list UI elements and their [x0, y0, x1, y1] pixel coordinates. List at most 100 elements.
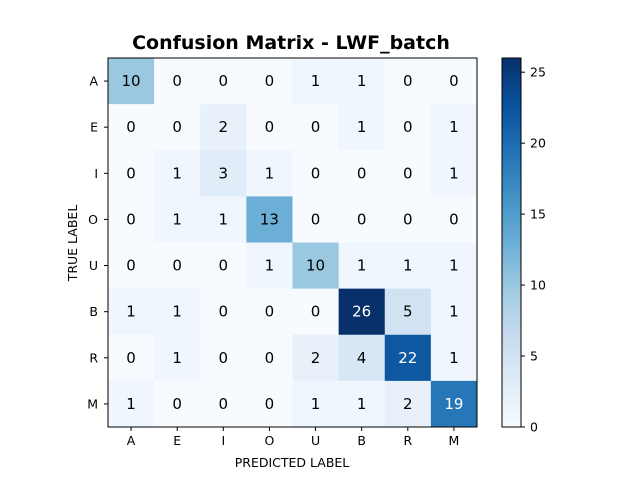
matrix-cell-R-B	[338, 334, 386, 382]
cell-value: 2	[403, 395, 413, 413]
cell-value: 1	[172, 210, 182, 228]
cell-value: 1	[311, 72, 321, 90]
matrix-cell-A-B	[338, 58, 386, 105]
cell-value: 1	[449, 303, 459, 321]
matrix-cell-M-E	[154, 380, 201, 428]
matrix-cell-U-M	[430, 242, 478, 290]
matrix-cell-A-U	[292, 58, 340, 105]
cell-value: 0	[403, 72, 413, 90]
colorbar-tick-label: 0	[530, 420, 538, 435]
cell-value: 1	[449, 118, 459, 136]
cell-value: 1	[172, 303, 182, 321]
matrix-cell-B-E	[154, 288, 201, 336]
cell-value: 0	[126, 164, 136, 182]
cell-value: 1	[172, 349, 182, 367]
cell-value: 1	[219, 210, 229, 228]
cell-value: 1	[126, 303, 136, 321]
x-tick-label: I	[221, 433, 225, 448]
matrix-cell-I-I	[200, 150, 247, 197]
matrix-cell-U-R	[384, 242, 432, 290]
cell-value: 4	[357, 349, 367, 367]
matrix-cell-A-O	[246, 58, 293, 105]
matrix-cell-I-E	[154, 150, 201, 197]
matrix-cell-labels: 10 0 0 0 1 1 0 00 0 2 0 0 1 0 10 1 3 1 0 0 0 10 1 1 13 0 0 0 00 0 0 1 10…	[122, 72, 464, 413]
matrix-cell-E-A	[108, 104, 155, 151]
y-tick-label: R	[89, 350, 98, 365]
cell-value: 0	[403, 118, 413, 136]
colorbar-tick-label: 25	[530, 65, 546, 80]
cell-value: 1	[357, 395, 367, 413]
cell-value: 2	[219, 118, 229, 136]
colorbar-tick-label: 5	[530, 349, 538, 364]
matrix-cell-B-O	[246, 288, 293, 336]
cell-value: 1	[126, 395, 136, 413]
matrix-cell-I-O	[246, 150, 293, 197]
x-tick-label: A	[127, 433, 136, 448]
cell-value: 0	[219, 395, 229, 413]
y-tick-label: B	[89, 304, 98, 319]
y-tick-label: E	[90, 120, 98, 135]
x-tick-label: U	[311, 433, 320, 448]
matrix-cell-B-I	[200, 288, 247, 336]
cell-value: 0	[265, 395, 275, 413]
cell-value: 1	[357, 118, 367, 136]
cell-value: 2	[311, 349, 321, 367]
cell-value: 0	[265, 303, 275, 321]
cell-value: 0	[449, 72, 459, 90]
matrix-cell-O-E	[154, 196, 201, 243]
matrix-cell-B-M	[430, 288, 478, 336]
matrix-cell-E-I	[200, 104, 247, 151]
cell-value: 26	[352, 303, 371, 321]
y-axis-label: TRUE LABEL	[65, 205, 80, 283]
matrix-cell-B-B	[338, 288, 386, 336]
cell-value: 1	[403, 257, 413, 275]
cell-value: 0	[311, 210, 321, 228]
cell-value: 10	[306, 257, 325, 275]
matrix-cell-A-I	[200, 58, 247, 105]
matrix-cell-A-E	[154, 58, 201, 105]
x-tick-label: B	[357, 433, 366, 448]
cell-value: 0	[403, 164, 413, 182]
matrix-cell-E-O	[246, 104, 293, 151]
cell-value: 1	[172, 164, 182, 182]
cell-value: 0	[126, 118, 136, 136]
y-tick-label: U	[89, 258, 98, 273]
colorbar-tick-label: 15	[530, 207, 546, 222]
y-tick-label: M	[87, 396, 98, 411]
matrix-cell-R-A	[108, 334, 155, 382]
cell-value: 0	[449, 210, 459, 228]
x-tick-label: R	[403, 433, 412, 448]
x-tick-label: M	[449, 433, 460, 448]
colorbar-ticks: 0 5 10 15 20 25	[521, 65, 546, 435]
cell-value: 1	[265, 257, 275, 275]
y-tick-label: O	[88, 212, 98, 227]
matrix-cell-E-R	[384, 104, 432, 151]
colorbar	[501, 57, 522, 428]
matrix-cell-O-B	[338, 196, 386, 243]
cell-value: 3	[219, 164, 229, 182]
matrix-cell-O-M	[430, 196, 478, 243]
y-tick-label: A	[89, 74, 98, 89]
matrix-cell-O-A	[108, 196, 155, 243]
matrix-cell-A-A	[108, 58, 155, 105]
matrix-cell-M-A	[108, 380, 155, 428]
x-axis-label: PREDICTED LABEL	[235, 455, 350, 470]
y-tick-label: I	[94, 166, 98, 181]
matrix-cell-E-E	[154, 104, 201, 151]
cell-value: 1	[357, 72, 367, 90]
matrix-cell-O-R	[384, 196, 432, 243]
matrix-cell-I-A	[108, 150, 155, 197]
cell-value: 0	[172, 118, 182, 136]
chart-title: Confusion Matrix - LWF_batch	[132, 32, 450, 54]
matrix-cell-I-B	[338, 150, 386, 197]
cell-value: 0	[403, 210, 413, 228]
cell-value: 1	[449, 257, 459, 275]
matrix-cell-R-U	[292, 334, 340, 382]
cell-value: 0	[219, 257, 229, 275]
cell-value: 0	[126, 210, 136, 228]
matrix-frame	[107, 57, 478, 428]
cell-value: 1	[265, 164, 275, 182]
matrix-cell-A-R	[384, 58, 432, 105]
